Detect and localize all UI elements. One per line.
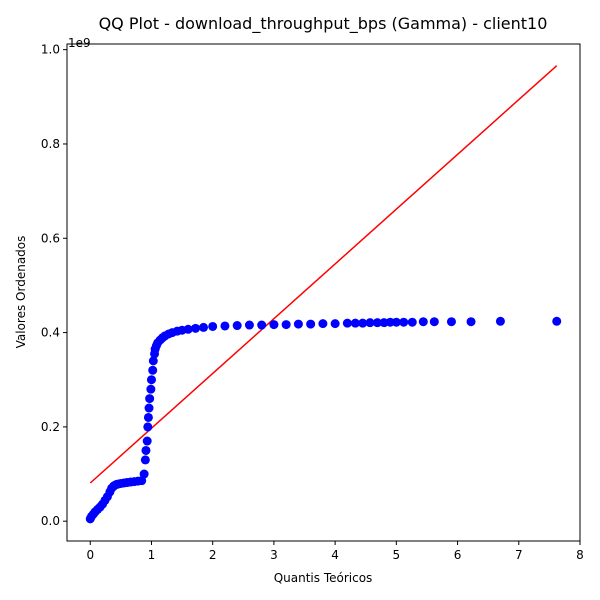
data-point	[330, 319, 340, 329]
x-tick-label: 2	[209, 548, 217, 562]
data-point	[293, 319, 303, 329]
chart-title: QQ Plot - download_throughput_bps (Gamma…	[99, 14, 548, 34]
data-point	[183, 324, 193, 334]
data-point	[318, 319, 328, 329]
data-point	[358, 318, 368, 328]
data-point	[140, 455, 150, 465]
data-point	[418, 317, 428, 327]
data-point	[429, 317, 439, 327]
y-axis-offset-text: 1e9	[68, 36, 91, 50]
data-point	[244, 320, 254, 330]
y-tick-label: 0.4	[41, 326, 60, 340]
data-point	[407, 317, 417, 327]
data-point	[495, 316, 505, 326]
data-point	[208, 321, 218, 331]
x-tick-label: 7	[515, 548, 523, 562]
y-axis: 0.0 0.2 0.4 0.6 0.8 1.0	[41, 43, 67, 528]
data-point	[220, 321, 230, 331]
x-tick-label: 4	[331, 548, 339, 562]
y-tick-label: 0.6	[41, 231, 60, 245]
x-axis: 0 1 2 3 4 5 6 7 8	[86, 541, 584, 562]
data-point	[142, 436, 152, 446]
reference-line	[89, 65, 558, 484]
data-point	[232, 321, 242, 331]
data-point	[199, 322, 209, 332]
x-tick-label: 0	[86, 548, 94, 562]
y-axis-label: Valores Ordenados	[14, 236, 28, 349]
data-point	[391, 317, 401, 327]
data-point	[139, 469, 149, 479]
data-point	[148, 356, 158, 366]
data-point	[143, 422, 153, 432]
x-tick-label: 5	[393, 548, 401, 562]
y-tick-label: 1.0	[41, 43, 60, 57]
data-point	[365, 318, 375, 328]
x-tick-label: 8	[576, 548, 584, 562]
data-point	[257, 320, 267, 330]
y-tick-label: 0.8	[41, 137, 60, 151]
y-tick-label: 0.2	[41, 420, 60, 434]
data-point	[146, 384, 156, 394]
data-point	[281, 320, 291, 330]
data-point	[191, 323, 201, 333]
data-point	[342, 318, 352, 328]
data-point	[145, 394, 155, 404]
reference-line-layer	[89, 65, 558, 484]
plot-frame	[66, 43, 581, 542]
data-point	[552, 316, 562, 326]
data-point	[446, 317, 456, 327]
data-point	[269, 320, 279, 330]
data-point	[466, 317, 476, 327]
data-point	[399, 317, 409, 327]
x-tick-label: 6	[454, 548, 462, 562]
x-tick-label: 1	[148, 548, 156, 562]
data-point	[146, 375, 156, 385]
data-point	[372, 318, 382, 328]
data-points-layer	[85, 316, 562, 524]
data-point	[306, 319, 316, 329]
x-axis-label: Quantis Teóricos	[274, 571, 373, 585]
x-tick-label: 3	[270, 548, 278, 562]
data-point	[350, 318, 360, 328]
data-point	[141, 445, 151, 455]
data-point	[144, 403, 154, 413]
data-point	[148, 365, 158, 375]
data-point	[143, 412, 153, 422]
plot-area	[66, 43, 581, 542]
y-tick-label: 0.0	[41, 514, 60, 528]
